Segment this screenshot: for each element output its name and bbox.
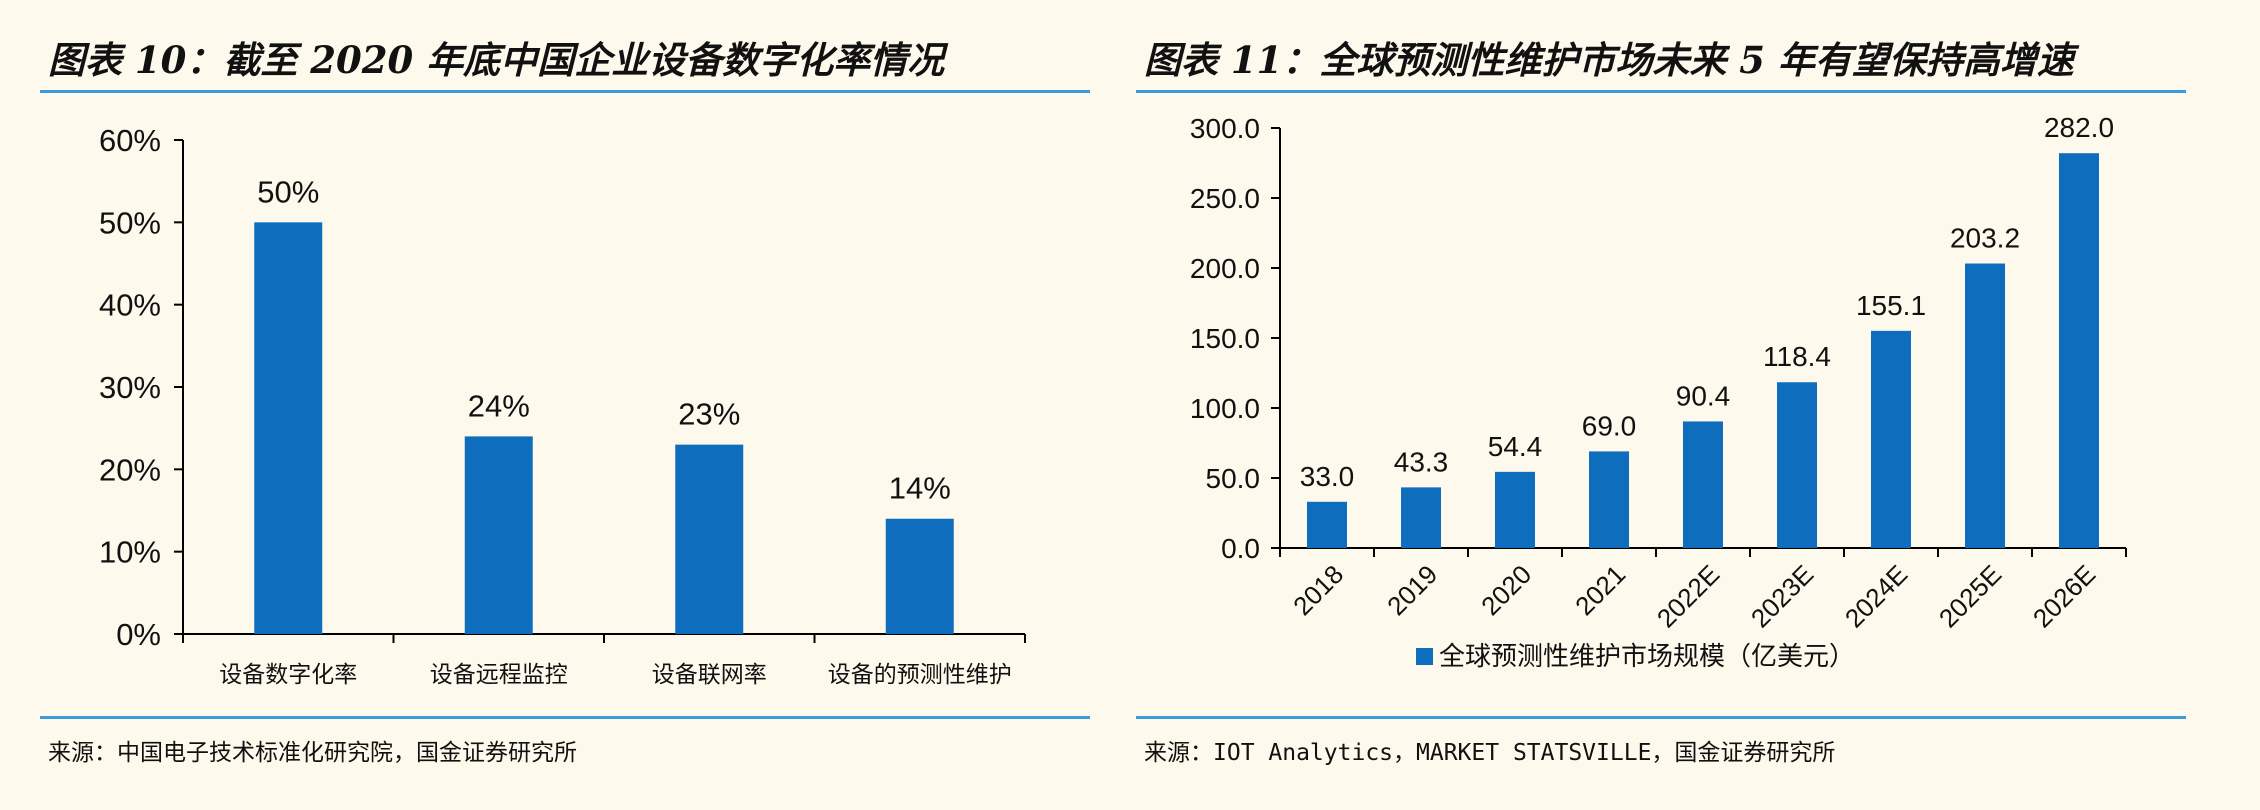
bar [1589, 451, 1629, 548]
category-label: 2026E [2027, 559, 2101, 633]
chart-panel-left: 图表 10：截至 2020 年底中国企业设备数字化率情况 0% 10% 20% 30%… [40, 0, 1090, 810]
bar [1871, 330, 1911, 548]
y-tick-label: 60% [99, 123, 161, 158]
category-label: 2020 [1475, 559, 1537, 621]
figure-title: 图表 11：全球预测性维护市场未来 5 年有望保持高增速 [1144, 38, 2074, 82]
category-label: 2024E [1839, 559, 1913, 633]
bar [1401, 487, 1441, 548]
category-label: 设备的预测性维护 [828, 661, 1012, 687]
data-label: 282.0 [2044, 112, 2114, 143]
data-label: 33.0 [1300, 461, 1355, 492]
data-label: 155.1 [1856, 290, 1926, 321]
source-divider [40, 716, 1090, 719]
y-tick-label: 200.0 [1190, 253, 1260, 284]
y-tick-label: 0.0 [1221, 533, 1260, 564]
title-divider [1136, 90, 2186, 93]
data-label: 24% [468, 388, 530, 423]
bar [1495, 471, 1535, 548]
y-tick-label: 30% [99, 370, 161, 405]
category-label: 2018 [1287, 559, 1349, 621]
legend-label: 全球预测性维护市场规模（亿美元） [1439, 641, 1855, 671]
chart-panel-right: 图表 11：全球预测性维护市场未来 5 年有望保持高增速 0.0 50.0 100.… [1136, 0, 2186, 810]
y-tick-label: 20% [99, 452, 161, 487]
digitalization-bar-chart: 0% 10% 20% 30% 40% 50% 60% 50% 设备数字化率 24% 设备远程监控 23… [99, 123, 1026, 687]
bar [254, 222, 323, 634]
category-label: 设备联网率 [652, 661, 767, 687]
figure-title: 图表 10：截至 2020 年底中国企业设备数字化率情况 [48, 38, 945, 82]
data-label: 69.0 [1582, 410, 1637, 441]
category-label: 2022E [1651, 559, 1725, 633]
y-tick-label: 50% [99, 205, 161, 240]
data-label: 118.4 [1763, 341, 1831, 372]
data-label: 54.4 [1488, 431, 1543, 462]
category-label: 2019 [1381, 559, 1443, 621]
bar [1307, 501, 1347, 548]
legend-swatch [1416, 648, 1433, 665]
y-tick-label: 50.0 [1206, 463, 1261, 494]
bar [885, 518, 954, 634]
data-label: 14% [889, 471, 951, 506]
data-label: 90.4 [1676, 380, 1731, 411]
data-label: 203.2 [1950, 223, 2020, 254]
source-note: 来源：IOT Analytics，MARKET STATSVILLE，国金证券研… [1144, 740, 1836, 766]
y-tick-label: 300.0 [1190, 113, 1260, 144]
category-label: 设备远程监控 [430, 661, 568, 687]
y-tick-label: 40% [99, 288, 161, 323]
cropped-next-heading [0, 796, 2260, 810]
data-label: 23% [678, 397, 740, 432]
bar [1777, 382, 1817, 548]
bar [464, 436, 533, 634]
source-divider [1136, 716, 2186, 719]
title-divider [40, 90, 1090, 93]
category-label: 2025E [1933, 559, 2007, 633]
market-size-bar-chart: 0.0 50.0 100.0 150.0 200.0 250.0 300.0 33.0 2018… [1190, 112, 2127, 671]
source-note: 来源：中国电子技术标准化研究院，国金证券研究所 [48, 740, 577, 766]
category-label: 2023E [1745, 559, 1819, 633]
y-tick-label: 10% [99, 535, 161, 570]
bar [1965, 263, 2005, 548]
bar [675, 444, 744, 634]
category-label: 设备数字化率 [219, 661, 357, 687]
bar [2059, 153, 2099, 548]
category-label: 2021 [1569, 559, 1631, 621]
y-tick-label: 250.0 [1190, 183, 1260, 214]
y-tick-label: 150.0 [1190, 323, 1260, 354]
data-label: 43.3 [1394, 446, 1449, 477]
y-tick-label: 100.0 [1190, 393, 1260, 424]
bar [1683, 421, 1723, 548]
data-label: 50% [257, 174, 319, 209]
y-tick-label: 0% [116, 617, 161, 652]
